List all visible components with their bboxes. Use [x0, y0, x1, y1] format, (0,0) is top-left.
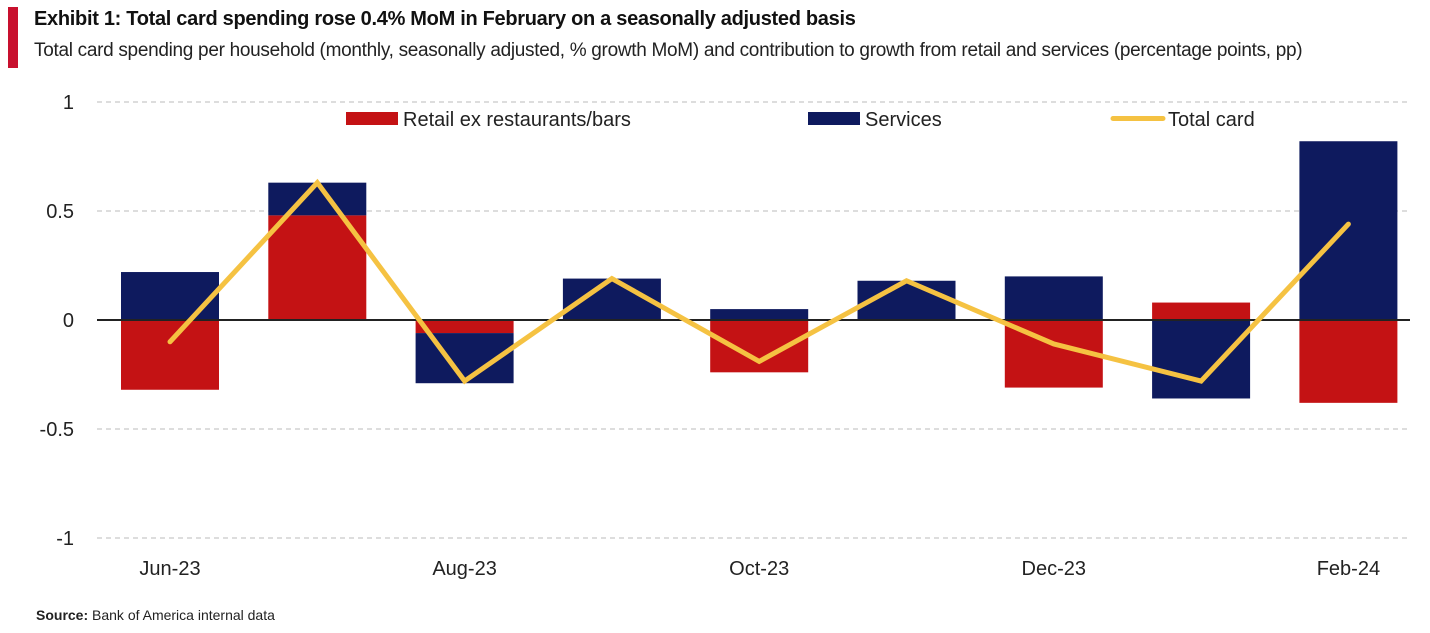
services-bar [1152, 320, 1251, 399]
source-text: Bank of America internal data [88, 607, 275, 623]
services-bar [1004, 276, 1103, 320]
legend-services: Services [808, 109, 942, 131]
source-label: Source: [36, 607, 89, 623]
legend-retail-label: Retail ex restaurants/bars [403, 109, 631, 131]
legend: Retail ex restaurants/bars Services Total … [346, 109, 1255, 131]
chart-area: 1 0.5 0 -0.5 -1 Jun-23 Aug-23 Oct-23 Dec-23 Feb-… [40, 92, 1410, 580]
source-note: Source: Bank of America internal data [36, 607, 275, 623]
services-bar [121, 272, 219, 320]
services-bar [710, 309, 809, 320]
legend-retail: Retail ex restaurants/bars [346, 109, 631, 131]
retail-bar [1152, 302, 1251, 320]
chart-title: Exhibit 1: Total card spending rose 0.4%… [34, 8, 856, 30]
retail-bar [121, 320, 219, 390]
retail-bar [268, 215, 367, 320]
retail-bar [710, 320, 809, 373]
y-axis-ticks: 1 0.5 0 -0.5 -1 [40, 92, 74, 550]
total-card-line-group [167, 178, 1351, 385]
y-tick-label: -0.5 [40, 419, 74, 441]
y-tick-label: 0.5 [46, 201, 74, 223]
legend-total-card-label: Total card [1168, 109, 1255, 131]
y-tick-label: -1 [56, 528, 74, 550]
x-tick-label: Oct-23 [729, 558, 789, 580]
legend-services-label: Services [865, 109, 942, 131]
bars [121, 141, 1398, 403]
services-bar [1299, 141, 1398, 320]
services-bar [268, 182, 367, 216]
x-tick-label: Aug-23 [432, 558, 497, 580]
retail-bar [415, 320, 514, 334]
legend-total-card: Total card [1110, 109, 1255, 131]
x-tick-label: Feb-24 [1317, 558, 1380, 580]
x-tick-label: Jun-23 [139, 558, 200, 580]
x-axis-ticks: Jun-23 Aug-23 Oct-23 Dec-23 Feb-24 [139, 558, 1380, 580]
legend-retail-swatch [346, 112, 398, 125]
retail-bar [1299, 320, 1398, 403]
legend-services-swatch [808, 112, 860, 125]
accent-bar [8, 7, 18, 68]
y-tick-label: 1 [63, 92, 74, 114]
chart-subtitle: Total card spending per household (month… [34, 40, 1303, 61]
x-tick-label: Dec-23 [1022, 558, 1086, 580]
y-tick-label: 0 [63, 310, 74, 332]
